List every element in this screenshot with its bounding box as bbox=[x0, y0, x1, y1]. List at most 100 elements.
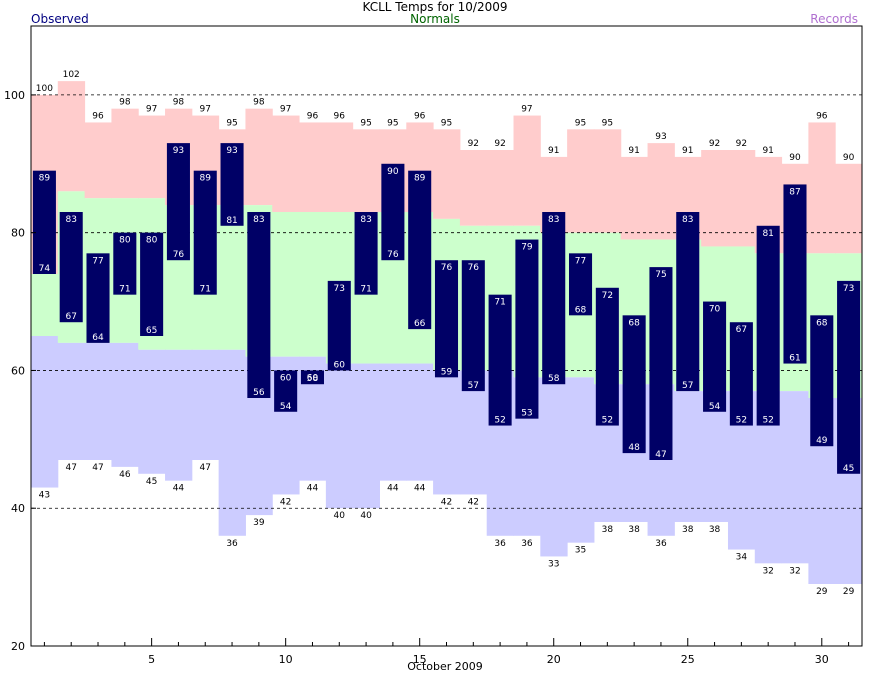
observed-low-label: 52 bbox=[602, 416, 613, 426]
record-low-band bbox=[406, 363, 434, 481]
record-low-label: 40 bbox=[334, 511, 346, 521]
record-low-band bbox=[84, 342, 112, 460]
observed-high-label: 81 bbox=[762, 229, 773, 239]
record-low-label: 47 bbox=[65, 463, 76, 473]
observed-low-label: 65 bbox=[146, 326, 157, 336]
observed-low-label: 48 bbox=[628, 443, 640, 453]
observed-low-label: 57 bbox=[682, 381, 693, 391]
observed-low-label: 60 bbox=[334, 360, 346, 370]
observed-high-label: 73 bbox=[843, 284, 854, 294]
record-low-band bbox=[701, 391, 729, 522]
observed-bar bbox=[59, 212, 83, 323]
record-low-band bbox=[165, 349, 193, 481]
record-low-label: 42 bbox=[441, 497, 452, 507]
observed-high-label: 83 bbox=[682, 215, 693, 225]
record-high-band bbox=[808, 122, 836, 254]
record-high-band bbox=[567, 129, 595, 233]
observed-bar bbox=[327, 280, 351, 371]
record-low-band bbox=[781, 391, 809, 564]
record-low-band bbox=[433, 370, 461, 495]
x-tick-label: 25 bbox=[681, 653, 695, 666]
record-low-label: 38 bbox=[709, 525, 721, 535]
observed-low-label: 54 bbox=[280, 402, 292, 412]
record-high-label: 95 bbox=[441, 118, 452, 128]
observed-high-label: 77 bbox=[575, 256, 586, 266]
observed-bar bbox=[32, 170, 56, 274]
x-tick-label: 20 bbox=[547, 653, 561, 666]
normal-band bbox=[218, 205, 246, 350]
record-low-label: 36 bbox=[226, 539, 238, 549]
record-low-label: 36 bbox=[655, 539, 667, 549]
observed-low-label: 71 bbox=[119, 285, 130, 295]
record-high-band bbox=[352, 129, 380, 212]
record-low-band bbox=[218, 349, 246, 536]
record-low-label: 44 bbox=[387, 484, 399, 494]
legend-records: Records bbox=[810, 12, 858, 26]
observed-low-label: 76 bbox=[387, 250, 399, 260]
observed-bar bbox=[783, 184, 807, 364]
record-high-band bbox=[57, 81, 86, 192]
observed-bar bbox=[140, 232, 164, 336]
observed-high-label: 68 bbox=[816, 318, 828, 328]
observed-high-label: 76 bbox=[468, 263, 480, 273]
record-high-label: 98 bbox=[253, 98, 265, 108]
observed-bar bbox=[542, 212, 566, 385]
y-tick-label: 80 bbox=[11, 227, 25, 240]
y-tick-label: 100 bbox=[4, 89, 25, 102]
observed-low-label: 56 bbox=[253, 388, 265, 398]
observed-low-label: 74 bbox=[39, 264, 51, 274]
record-low-label: 32 bbox=[762, 566, 773, 576]
observed-low-label: 76 bbox=[173, 250, 185, 260]
record-high-label: 95 bbox=[360, 118, 371, 128]
record-high-band bbox=[593, 129, 622, 233]
record-high-label: 91 bbox=[762, 146, 773, 156]
observed-high-label: 83 bbox=[548, 215, 559, 225]
x-axis-label: October 2009 bbox=[407, 660, 483, 673]
record-high-band bbox=[299, 122, 327, 212]
observed-high-label: 60 bbox=[307, 373, 319, 383]
observed-high-label: 90 bbox=[387, 167, 399, 177]
record-high-label: 98 bbox=[119, 98, 131, 108]
record-low-label: 34 bbox=[736, 553, 748, 563]
observed-low-label: 58 bbox=[548, 374, 560, 384]
record-high-label: 95 bbox=[226, 118, 237, 128]
observed-bar bbox=[649, 267, 673, 460]
record-low-band bbox=[138, 349, 166, 474]
observed-bar bbox=[810, 315, 834, 447]
observed-high-label: 89 bbox=[39, 174, 51, 184]
record-low-label: 29 bbox=[816, 587, 828, 597]
record-high-label: 92 bbox=[468, 139, 479, 149]
record-low-label: 35 bbox=[575, 546, 586, 556]
observed-high-label: 71 bbox=[494, 298, 505, 308]
record-high-band bbox=[486, 150, 515, 226]
observed-high-label: 89 bbox=[200, 174, 212, 184]
record-high-band bbox=[84, 122, 112, 199]
observed-high-label: 93 bbox=[173, 146, 184, 156]
observed-bar bbox=[461, 260, 485, 392]
normal-band bbox=[31, 274, 59, 336]
record-low-label: 33 bbox=[548, 559, 559, 569]
observed-low-label: 58 bbox=[307, 374, 319, 384]
observed-high-label: 89 bbox=[414, 174, 426, 184]
record-low-band bbox=[31, 336, 59, 488]
record-low-band bbox=[191, 349, 220, 460]
record-low-label: 36 bbox=[494, 539, 506, 549]
record-high-label: 102 bbox=[63, 70, 80, 80]
record-low-band bbox=[325, 363, 354, 509]
observed-high-label: 76 bbox=[441, 263, 453, 273]
observed-bar bbox=[434, 260, 459, 378]
record-high-band bbox=[513, 115, 541, 226]
observed-low-label: 52 bbox=[494, 416, 505, 426]
observed-low-label: 68 bbox=[575, 305, 587, 315]
observed-bar bbox=[166, 143, 190, 261]
observed-bar bbox=[354, 212, 378, 295]
observed-low-label: 66 bbox=[414, 319, 426, 329]
observed-high-label: 67 bbox=[736, 325, 747, 335]
observed-high-label: 80 bbox=[146, 236, 158, 246]
observed-bar bbox=[756, 225, 780, 426]
y-tick-label: 20 bbox=[11, 640, 25, 653]
observed-low-label: 47 bbox=[655, 450, 666, 460]
observed-bar bbox=[247, 212, 271, 398]
record-high-band bbox=[138, 115, 166, 199]
observed-low-label: 53 bbox=[521, 409, 532, 419]
